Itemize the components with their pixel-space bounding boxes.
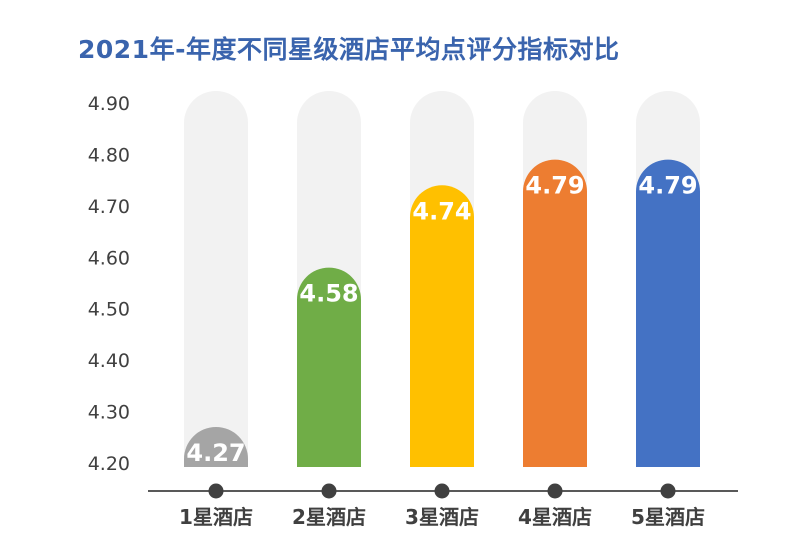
data-label: 4.58 xyxy=(299,280,358,308)
category-label: 5星酒店 xyxy=(631,505,705,529)
chart-title: 2021年-年度不同星级酒店平均点评分指标对比 xyxy=(78,35,620,64)
x-axis xyxy=(148,483,738,499)
data-label: 4.74 xyxy=(412,197,471,225)
y-tick-label: 4.40 xyxy=(88,350,130,372)
bar xyxy=(523,159,587,468)
category-label: 4星酒店 xyxy=(518,505,592,529)
y-tick-label: 4.20 xyxy=(88,453,130,475)
y-tick-label: 4.80 xyxy=(88,144,130,166)
axis-marker-dot xyxy=(547,483,563,499)
y-tick-label: 4.30 xyxy=(88,402,130,424)
category-label: 1星酒店 xyxy=(179,505,253,529)
y-tick-label: 4.70 xyxy=(88,196,130,218)
y-tick-label: 4.60 xyxy=(88,247,130,269)
bar-track xyxy=(184,91,248,463)
category-label: 3星酒店 xyxy=(405,505,479,529)
y-tick-label: 4.50 xyxy=(88,299,130,321)
bars xyxy=(184,159,700,468)
data-label: 4.79 xyxy=(525,172,584,200)
axis-marker-dot xyxy=(208,483,224,499)
bar xyxy=(636,159,700,468)
y-tick-label: 4.90 xyxy=(88,93,130,115)
bar xyxy=(297,267,361,467)
axis-marker-dot xyxy=(660,483,676,499)
axis-marker-dot xyxy=(434,483,450,499)
bar xyxy=(184,427,248,467)
category-labels: 1星酒店 2星酒店 3星酒店 4星酒店 5星酒店 xyxy=(179,505,705,529)
bar xyxy=(410,185,474,468)
data-labels: 4.27 4.58 4.74 4.79 4.79 xyxy=(186,172,697,467)
y-axis-ticks: 4.20 4.30 4.40 4.50 4.60 4.70 4.80 4.90 xyxy=(88,93,130,475)
data-label: 4.27 xyxy=(186,439,245,467)
category-label: 2星酒店 xyxy=(292,505,366,529)
axis-marker-dot xyxy=(321,483,337,499)
data-label: 4.79 xyxy=(638,172,697,200)
